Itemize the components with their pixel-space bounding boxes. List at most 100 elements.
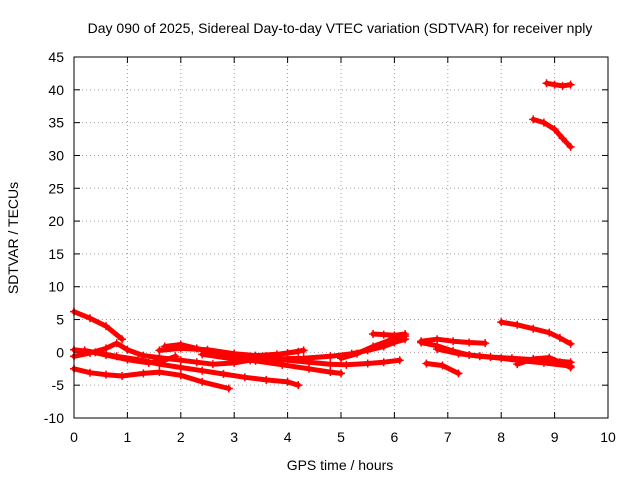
data-point [513,320,522,329]
data-point [118,371,127,380]
data-point [497,318,506,327]
y-axis-title: SDTVAR / TECUs [5,182,21,294]
data-point [272,354,281,363]
data-point [395,356,404,365]
data-point [251,356,260,365]
data-point [529,324,538,333]
data-point [529,354,538,363]
data-point [465,338,474,347]
data-point [224,354,233,363]
x-tick-label: 0 [70,429,78,445]
chart-title: Day 090 of 2025, Sidereal Day-to-day VTE… [88,20,593,36]
data-point [176,356,185,365]
y-tick-label: 30 [48,147,64,163]
data-point [550,125,559,134]
data-point [353,349,362,358]
y-tick-label: 20 [48,213,64,229]
x-tick-label: 10 [600,429,616,445]
data-point [80,346,89,355]
series-track-16 [513,353,575,372]
data-point [566,363,575,372]
series-track-19 [542,79,575,90]
series-track-11 [369,329,410,340]
data-point [299,346,308,355]
data-point [198,377,207,386]
data-point [112,339,121,348]
data-point [299,354,308,363]
data-point [566,142,575,151]
series-line [530,116,574,150]
data-point [513,360,522,369]
data-point [118,335,127,344]
x-tick-label: 9 [551,429,559,445]
data-point [438,361,447,370]
data-point [139,351,148,360]
y-tick-label: 5 [56,312,64,328]
x-tick-label: 8 [497,429,505,445]
data-point [454,369,463,378]
data-point [326,368,335,377]
data-point [417,338,426,347]
x-tick-label: 3 [230,429,238,445]
x-axis: 0 1 2 3 4 5 6 7 8 9 10 [70,57,616,445]
data-point [369,342,378,351]
x-axis-title: GPS time / hours [287,457,394,473]
data-point [176,363,185,372]
series-line [370,331,408,338]
data-point [545,328,554,337]
data-point [385,336,394,345]
data-point [86,368,95,377]
data-point [566,80,575,89]
data-point [198,350,207,359]
data-point [192,358,201,367]
data-point [86,314,95,323]
series-track-1 [70,307,127,344]
y-axis: -10 -5 0 5 10 15 20 25 30 35 40 45 [44,49,608,426]
data-point [294,381,303,390]
data-point [369,329,378,338]
data-point [542,79,551,88]
series-line [71,309,125,342]
data-point [139,369,148,378]
data-point [171,352,180,361]
data-point [262,375,271,384]
data-point [566,339,575,348]
data-point [102,350,111,359]
x-tick-label: 5 [337,429,345,445]
data-point [558,134,567,143]
data-point [550,80,559,89]
data-point [208,360,217,369]
data-point [475,352,484,361]
data-point [449,337,458,346]
data-point [160,356,169,365]
data-point [390,331,399,340]
data-point [454,349,463,358]
data-point [144,358,153,367]
data-point [342,360,351,369]
data-point [203,345,212,354]
data-point [555,333,564,342]
data-point [379,330,388,339]
x-tick-label: 1 [124,429,132,445]
data-point [337,354,345,363]
data-point [326,360,335,369]
data-point [102,322,111,331]
data-point [198,366,207,375]
y-tick-label: 25 [48,180,64,196]
data-point [283,377,292,386]
x-tick-label: 7 [444,429,452,445]
series-layer [70,79,575,393]
series-track-17 [497,318,575,348]
data-point [155,368,164,377]
y-tick-label: 40 [48,82,64,98]
data-point [422,359,431,368]
y-tick-label: 15 [48,246,64,262]
y-tick-label: 0 [56,344,64,360]
y-tick-label: 35 [48,115,64,131]
x-tick-label: 4 [284,429,292,445]
data-point [304,364,313,373]
data-point [401,329,410,338]
data-point [176,371,185,380]
data-point [176,344,185,353]
